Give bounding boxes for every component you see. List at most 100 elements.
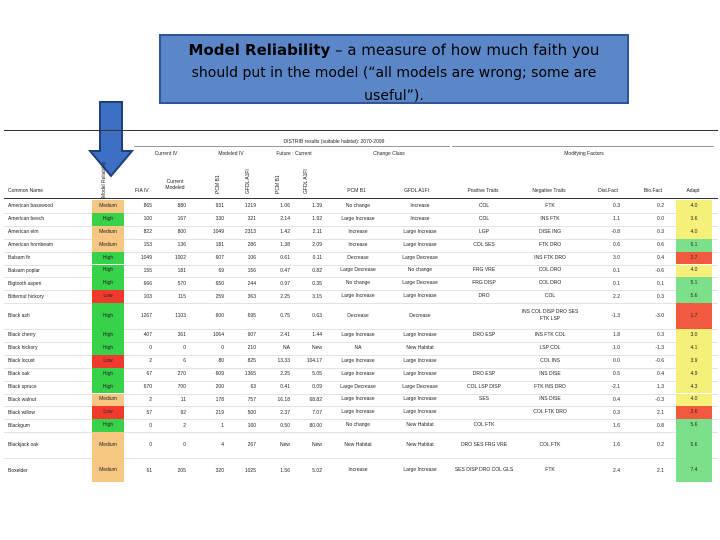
- col-pcm-b1-ratio: PCM B1: [275, 175, 281, 194]
- cell-bio: 1.3: [657, 384, 664, 391]
- cell-fia: 103: [143, 293, 152, 300]
- cell-pos: DRO ESP: [472, 370, 496, 377]
- modifying-factors-header: Modifying Factors: [564, 151, 604, 157]
- cell-m1: 609: [215, 371, 224, 378]
- cell-name: American elm: [8, 229, 39, 236]
- cell-dist: 0.6: [613, 242, 620, 249]
- cell-m2: 2313: [244, 229, 256, 236]
- cell-f2: 80.00: [309, 422, 322, 429]
- cell-bio: -0.3: [655, 396, 664, 403]
- cell-fia: 1267: [140, 313, 152, 320]
- cell-rel: High: [92, 264, 124, 278]
- cell-neg: [518, 419, 582, 432]
- cell-bio: 0.8: [657, 422, 664, 429]
- cell-f2: 2.11: [312, 229, 322, 236]
- cell-cm: 880: [177, 203, 186, 210]
- cell-f1: 2.14: [280, 216, 290, 223]
- cell-m2: 244: [247, 280, 256, 287]
- cell-pos: [452, 406, 516, 419]
- cell-cm: 136: [177, 242, 186, 249]
- cell-m2: 695: [247, 313, 256, 320]
- row-divider: [4, 367, 718, 369]
- cell-f2: 7.07: [312, 409, 322, 416]
- cell-dist: 0.1: [613, 280, 620, 287]
- cell-c1: Large Increase: [341, 357, 375, 364]
- cell-m1: 219: [215, 409, 224, 416]
- cell-adapt: 1.7: [676, 303, 712, 329]
- cell-dist: 0.3: [613, 203, 620, 210]
- cell-fia: 407: [143, 332, 152, 339]
- row-divider: [4, 432, 718, 434]
- cell-dist: 0.1: [613, 267, 620, 274]
- cell-cm: 167: [177, 216, 186, 223]
- super-header: DISTRIB results (suitable habitat): 2070…: [283, 139, 385, 145]
- cell-m1: 931: [215, 203, 224, 210]
- cell-m1: 330: [215, 216, 224, 223]
- cell-name: Balsam fir: [8, 255, 31, 262]
- cell-pos: COL: [478, 202, 490, 209]
- cell-f2: 5.02: [312, 467, 322, 474]
- callout-line-1: Model Reliability – a measure of how muc…: [171, 39, 617, 62]
- cell-c1: Large Decrease: [340, 267, 376, 274]
- cell-fia: 865: [143, 203, 152, 210]
- table-row: Balsam poplar High 155 181 69 156 0.47 0.82 Larg…: [4, 264, 718, 278]
- future-current-header: Future : Current: [276, 151, 312, 157]
- cell-neg: LSP COL: [539, 344, 561, 351]
- cell-f1: 1.06: [280, 203, 290, 210]
- cell-dist: 1.8: [613, 332, 620, 339]
- cell-cm: 800: [177, 229, 186, 236]
- model-reliability-callout: Model Reliability – a measure of how muc…: [159, 34, 629, 104]
- cell-m2: 156: [247, 267, 256, 274]
- table-row: Black cherry High 407 361 1064 907 2.41 1.44 Lar…: [4, 329, 718, 342]
- cell-c2: New Habitat: [406, 344, 434, 351]
- cell-rel: High: [92, 329, 124, 342]
- cell-pos: [452, 303, 516, 329]
- cell-f1: 0.47: [280, 267, 290, 274]
- cell-c2: Large Increase: [403, 241, 437, 248]
- cell-dist: -0.8: [611, 229, 620, 236]
- cell-pos: DRO ESP: [472, 331, 496, 338]
- cell-f2: 5.05: [312, 371, 322, 378]
- cell-dist: -1.3: [611, 313, 620, 320]
- cell-c1: Large Increase: [341, 396, 375, 403]
- cell-name: Black locust: [8, 358, 35, 365]
- cell-c1: New Habitat: [344, 441, 372, 448]
- cell-m2: 825: [247, 358, 256, 365]
- cell-adapt: 4.9: [676, 367, 712, 381]
- cell-bio: 0.2: [657, 442, 664, 449]
- cell-adapt: 5.1: [676, 238, 712, 252]
- cell-pos: [452, 355, 516, 368]
- cell-adapt: 4.3: [676, 380, 712, 394]
- cell-neg: INS DISE: [539, 396, 561, 403]
- cell-m2: 363: [247, 293, 256, 300]
- cell-pos: FRG VRE: [472, 267, 496, 274]
- cell-c1: No change: [345, 202, 371, 209]
- cell-m2: 106: [247, 255, 256, 262]
- table-row: Blackgum High 0 2 1 160 0.50 80.00 No change New …: [4, 419, 718, 433]
- cell-fia: 666: [143, 280, 152, 287]
- cell-m1: 80: [218, 358, 224, 365]
- cell-c2: Large Decrease: [402, 280, 438, 287]
- col-reliability: Model Reliability: [101, 161, 107, 198]
- cell-name: American beech: [8, 216, 45, 223]
- cell-adapt: 7.4: [676, 458, 712, 482]
- cell-dist: -2.1: [611, 384, 620, 391]
- cell-c1: No change: [345, 280, 371, 287]
- cell-neg: COL FTK: [539, 441, 561, 448]
- cell-f2: 0.11: [312, 255, 322, 262]
- cell-neg: COL DRO: [538, 280, 562, 287]
- cell-f2: 104.17: [306, 358, 322, 365]
- cell-c1: NA: [354, 344, 362, 351]
- cell-dist: 2.2: [613, 293, 620, 300]
- col-bio-fact: Bio.Fact: [643, 188, 663, 194]
- table-row: Black spruce High 670 700 200 63 0.41 0.09 Large…: [4, 380, 718, 394]
- cell-c2: No change: [407, 267, 433, 274]
- cell-m2: 286: [247, 242, 256, 249]
- cell-f2: New: [311, 345, 322, 352]
- cell-fia: 0: [149, 345, 152, 352]
- header-bottom-rule: [4, 198, 718, 199]
- super-header-rule: [134, 146, 450, 147]
- cell-rel: Medium: [92, 200, 124, 213]
- cell-neg: INS DISE: [539, 370, 561, 377]
- cell-dist: 1.6: [613, 422, 620, 429]
